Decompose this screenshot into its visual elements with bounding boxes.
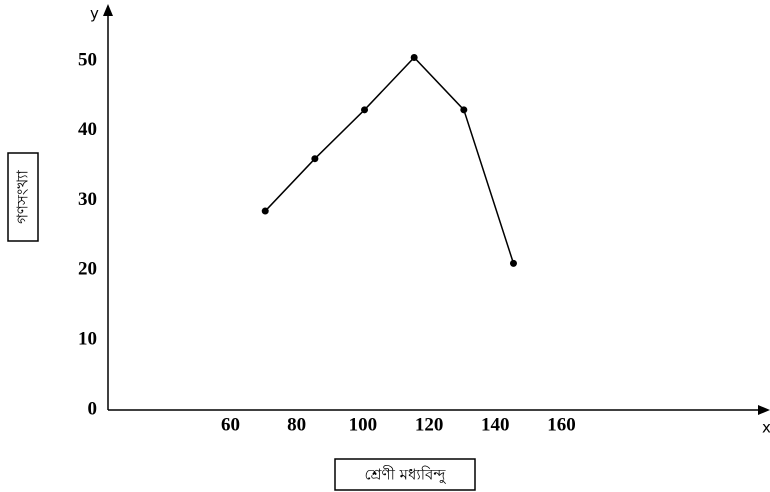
y-tick-label: 0 xyxy=(88,398,98,419)
y-tick-label: 20 xyxy=(78,259,97,280)
y-tick-label: 10 xyxy=(78,329,97,350)
point xyxy=(460,106,468,114)
point xyxy=(410,53,418,61)
point xyxy=(261,207,269,215)
x-arrow xyxy=(758,405,770,415)
y-axis-label: গণসংখ্যা xyxy=(14,169,32,223)
y-arrow xyxy=(103,4,113,16)
x-tick-label: 140 xyxy=(481,414,510,435)
x-tick-label: 100 xyxy=(349,414,378,435)
xlabel-box xyxy=(334,458,476,491)
ylabel-box xyxy=(7,152,39,242)
y-tick-label: 40 xyxy=(78,119,97,140)
x-tick-label: 60 xyxy=(221,414,240,435)
x-letter: x xyxy=(762,419,770,437)
y-tick-label: 50 xyxy=(78,49,97,70)
x-axis-label: শ্রেণী মধ্যবিন্দু xyxy=(365,466,447,484)
point xyxy=(509,259,517,267)
y-tick-label: 30 xyxy=(78,189,97,210)
point xyxy=(361,106,369,114)
x-tick-label: 80 xyxy=(287,414,306,435)
x-tick-label: 160 xyxy=(547,414,576,435)
x-tick-label: 120 xyxy=(415,414,444,435)
line xyxy=(264,56,515,264)
y-letter: y xyxy=(90,5,99,23)
point xyxy=(311,155,319,163)
